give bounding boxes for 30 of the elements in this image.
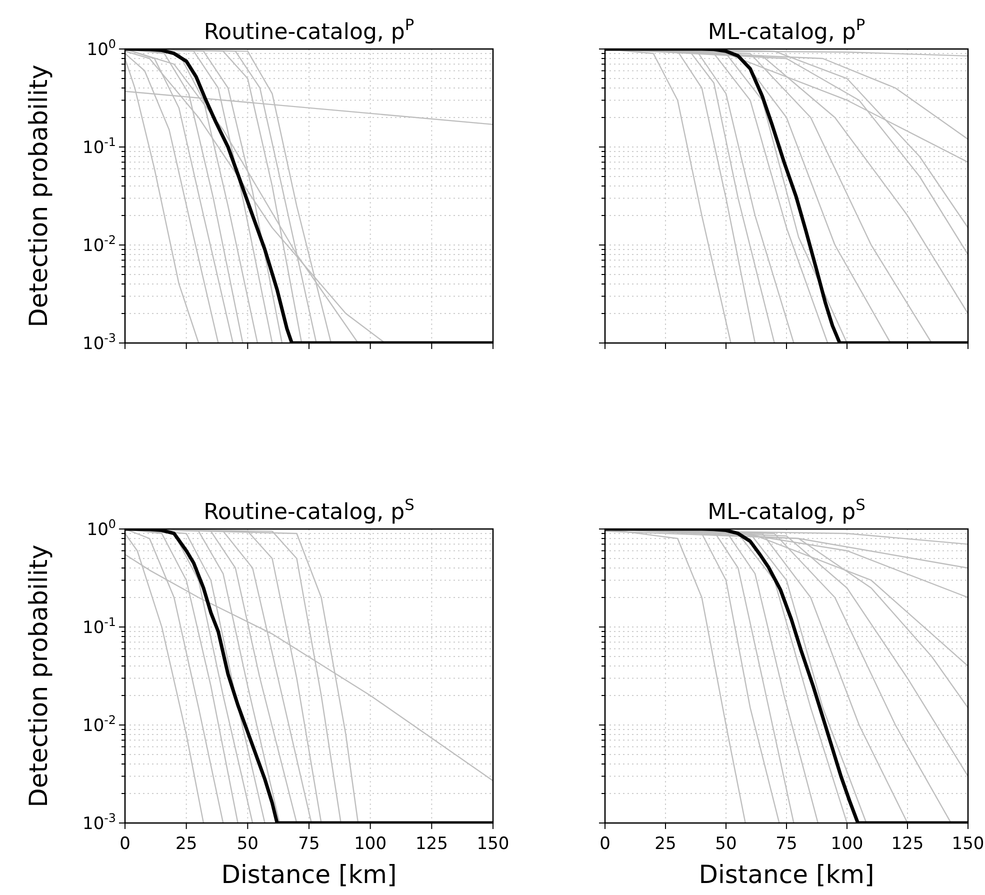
- x-tick-label: 0: [120, 834, 130, 854]
- chart-title: ML-catalog, p$^{S}$: [708, 496, 866, 525]
- y-tick-label: 10$^{-3}$: [82, 811, 116, 834]
- x-tick-label: 25: [654, 834, 676, 854]
- y-tick-label: 10$^{-1}$: [82, 615, 116, 638]
- x-tick-label: 50: [236, 834, 258, 854]
- x-axis-title: Distance [km]: [221, 860, 397, 889]
- x-axis-title: Distance [km]: [698, 860, 874, 889]
- chart-title: Routine-catalog, p$^{P}$: [204, 16, 414, 45]
- x-tick-label: 25: [176, 834, 198, 854]
- x-tick-label: 75: [776, 834, 798, 854]
- y-tick-label: 10$^{0}$: [86, 37, 116, 60]
- y-tick-label: 10$^{-1}$: [82, 135, 116, 158]
- y-tick-label: 10$^{-2}$: [82, 713, 116, 736]
- x-tick-label: 125: [415, 834, 448, 854]
- x-tick-label: 150: [476, 834, 510, 854]
- x-tick-label: 75: [298, 834, 320, 854]
- y-axis-title: Detection probability: [24, 64, 53, 328]
- chart-title: ML-catalog, p$^{P}$: [708, 16, 866, 45]
- y-tick-label: 10$^{-3}$: [82, 331, 116, 354]
- chart-title: Routine-catalog, p$^{S}$: [204, 496, 414, 525]
- y-tick-label: 10$^{-2}$: [82, 233, 116, 256]
- x-tick-label: 150: [952, 834, 984, 854]
- x-tick-label: 0: [600, 834, 610, 854]
- y-axis-title: Detection probability: [24, 544, 53, 808]
- y-tick-label: 10$^{0}$: [86, 517, 116, 540]
- x-tick-label: 100: [354, 834, 387, 854]
- x-tick-label: 125: [891, 834, 924, 854]
- x-tick-label: 100: [830, 834, 864, 854]
- x-tick-label: 50: [715, 834, 737, 854]
